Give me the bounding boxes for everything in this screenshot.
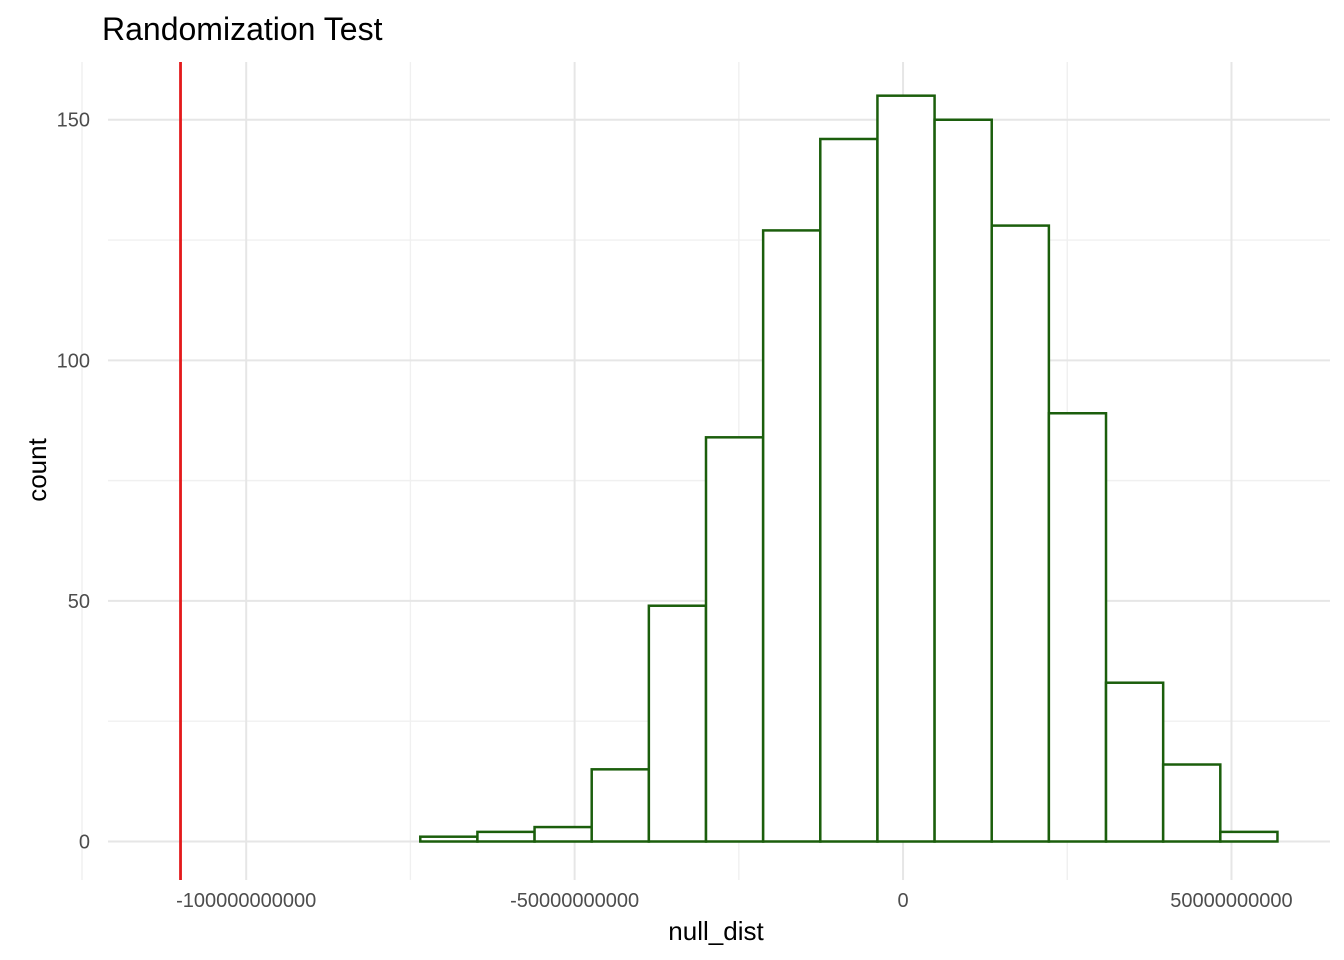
y-tick-label: 100 xyxy=(57,350,90,372)
histogram-bar xyxy=(876,94,936,843)
x-axis-title: null_dist xyxy=(668,916,764,946)
x-tick-label: 0 xyxy=(897,890,908,912)
histogram-bar xyxy=(933,118,993,843)
chart-title: Randomization Test xyxy=(102,11,383,47)
histogram-bar xyxy=(1219,830,1279,843)
y-tick-label: 0 xyxy=(79,832,90,854)
histogram-bar xyxy=(704,436,765,843)
histogram-bar xyxy=(419,835,479,843)
x-axis-tick-labels: -100000000000 -50000000000 0 50000000000 xyxy=(176,890,1293,912)
histogram-bar xyxy=(819,137,879,843)
histogram-bar xyxy=(476,830,536,843)
y-tick-label: 50 xyxy=(68,591,90,613)
histogram-bar xyxy=(590,768,651,843)
histogram-bars xyxy=(419,94,1279,843)
histogram-bar xyxy=(1047,412,1108,843)
y-tick-label: 150 xyxy=(57,110,90,132)
y-axis-tick-labels: 0 50 100 150 xyxy=(57,110,90,854)
y-axis-title: count xyxy=(22,437,52,501)
x-tick-label: 50000000000 xyxy=(1170,890,1292,912)
histogram-bar xyxy=(647,604,708,843)
histogram-bar xyxy=(990,224,1051,843)
x-tick-label: -100000000000 xyxy=(176,890,316,912)
histogram-bar xyxy=(761,229,822,843)
x-tick-label: -50000000000 xyxy=(510,890,639,912)
histogram-bar xyxy=(533,825,593,843)
histogram-bar xyxy=(1161,763,1222,843)
histogram-bar xyxy=(1104,681,1165,843)
